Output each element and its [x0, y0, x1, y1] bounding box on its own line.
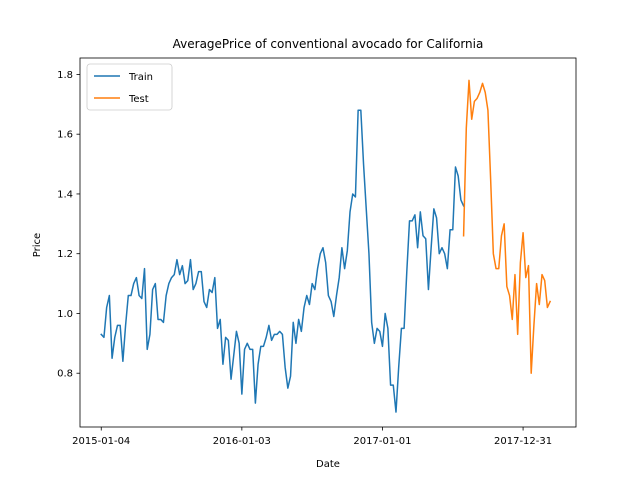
x-tick-label: 2016-01-03 — [213, 436, 271, 447]
legend-label-train: Train — [128, 72, 153, 83]
y-tick-label: 1.2 — [57, 249, 73, 260]
x-tick-label: 2015-01-04 — [72, 436, 130, 447]
y-tick-label: 1.4 — [57, 189, 73, 200]
x-axis: 2015-01-04 2016-01-03 2017-01-01 2017-12-31 — [72, 427, 552, 447]
x-axis-label: Date — [316, 459, 340, 470]
x-tick-label: 2017-01-01 — [353, 436, 411, 447]
y-tick-label: 1.6 — [57, 130, 73, 141]
series-line-train — [100, 109, 465, 413]
y-axis: 0.8 1.0 1.2 1.4 1.6 1.8 — [57, 70, 80, 380]
legend: Train Test — [86, 63, 173, 111]
y-axis-label: Price — [32, 233, 43, 257]
y-tick-label: 1.0 — [57, 309, 73, 320]
y-tick-label: 1.8 — [57, 70, 73, 81]
plot-border — [79, 57, 577, 428]
legend-label-test: Test — [128, 94, 149, 105]
plot-frame — [79, 57, 577, 428]
series-line-test — [462, 79, 552, 374]
series-layer — [100, 79, 552, 413]
y-tick-label: 0.8 — [57, 369, 73, 380]
x-tick-label: 2017-12-31 — [494, 436, 552, 447]
chart-title: AveragePrice of conventional avocado for… — [173, 37, 484, 51]
